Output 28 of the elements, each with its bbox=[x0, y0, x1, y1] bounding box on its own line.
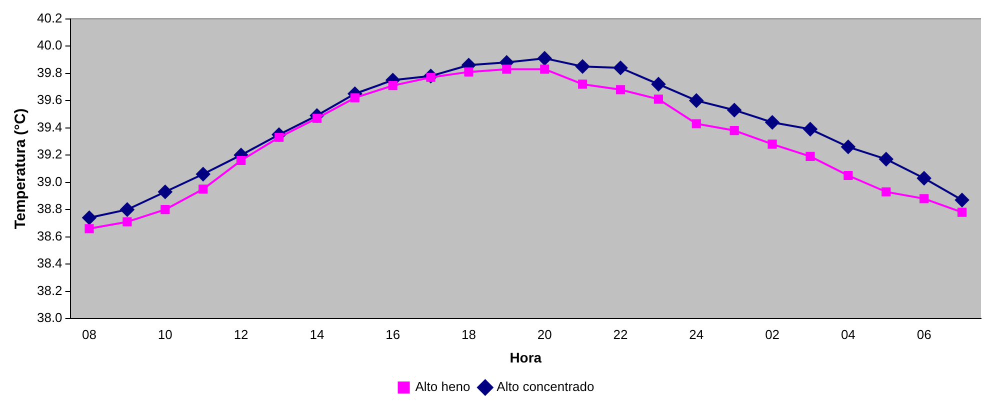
x-tick-label: 24 bbox=[689, 326, 704, 342]
y-tick-label: 39.6 bbox=[36, 92, 62, 108]
x-tick-label: 06 bbox=[916, 326, 932, 342]
y-tick-label: 39.0 bbox=[36, 174, 62, 189]
y-tick-label: 40.2 bbox=[36, 10, 62, 26]
y-tick-label: 38.4 bbox=[36, 256, 62, 271]
y-tick-label: 38.8 bbox=[36, 201, 62, 216]
y-tick-label: 39.4 bbox=[36, 119, 62, 134]
legend-label: Alto heno bbox=[415, 379, 470, 394]
x-tick-label: 08 bbox=[82, 326, 97, 342]
y-tick-label: 40.0 bbox=[36, 38, 62, 53]
y-tick-label: 38.6 bbox=[36, 228, 62, 244]
x-axis-title: Hora bbox=[510, 349, 542, 366]
x-tick-label: 12 bbox=[234, 326, 248, 342]
x-tick-label: 02 bbox=[765, 326, 780, 342]
x-tick-label: 14 bbox=[310, 326, 324, 342]
x-tick-label: 16 bbox=[386, 326, 400, 342]
x-tick-label: 20 bbox=[537, 326, 552, 342]
y-axis-title: Temperatura (°C) bbox=[12, 108, 30, 230]
x-tick-label: 22 bbox=[613, 326, 628, 342]
y-tick-label: 39.2 bbox=[36, 146, 62, 162]
y-tick-label: 38.2 bbox=[36, 282, 62, 298]
x-tick-label: 18 bbox=[462, 326, 476, 342]
y-tick-label: 38.0 bbox=[36, 310, 62, 326]
x-tick-label: 04 bbox=[840, 326, 856, 342]
legend-label: Alto concentrado bbox=[496, 379, 594, 394]
x-tick-label: 10 bbox=[158, 326, 172, 342]
y-tick-label: 39.8 bbox=[36, 64, 62, 80]
